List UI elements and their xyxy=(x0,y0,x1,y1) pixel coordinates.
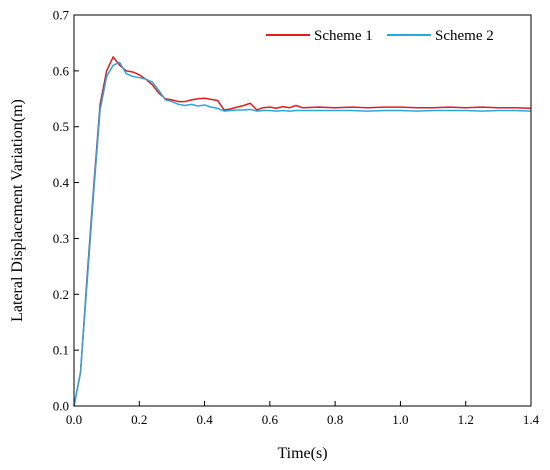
y-tick-label: 0.1 xyxy=(53,343,69,358)
legend-label-2: Scheme 2 xyxy=(435,28,494,44)
series-line-1 xyxy=(73,56,532,407)
y-tick-label: 0.7 xyxy=(53,8,70,23)
series-line-2 xyxy=(73,61,532,407)
x-tick-label: 0.8 xyxy=(327,412,343,427)
x-tick-label: 1.4 xyxy=(523,412,540,427)
y-tick-label: 0.0 xyxy=(53,399,69,414)
y-tick-label: 0.6 xyxy=(53,63,70,78)
x-tick-label: 0.0 xyxy=(66,412,82,427)
x-tick-label: 0.4 xyxy=(196,412,213,427)
axis-tick-labels: 0.0 0.2 0.4 0.6 0.8 1.0 1.2 1.4 0.0 0.1 0.2 0.3 0.4 0… xyxy=(53,8,540,428)
x-tick-label: 1.2 xyxy=(458,412,474,427)
legend-label-1: Scheme 1 xyxy=(314,28,373,44)
x-tick-label: 0.2 xyxy=(131,412,147,427)
y-tick-label: 0.4 xyxy=(53,175,70,190)
x-tick-label: 1.0 xyxy=(392,412,408,427)
y-tick-label: 0.3 xyxy=(53,231,69,246)
y-tick-label: 0.5 xyxy=(53,119,69,134)
y-axis-title: Lateral Displacement Variation(m) xyxy=(9,99,26,322)
x-axis-title: Time(s) xyxy=(277,445,327,462)
plot-series-group xyxy=(73,56,532,407)
axis-ticks xyxy=(73,14,532,407)
y-tick-label: 0.2 xyxy=(53,287,69,302)
x-tick-label: 0.6 xyxy=(262,412,279,427)
legend: Scheme 1 Scheme 2 xyxy=(266,28,494,44)
plot-frame xyxy=(73,14,532,407)
